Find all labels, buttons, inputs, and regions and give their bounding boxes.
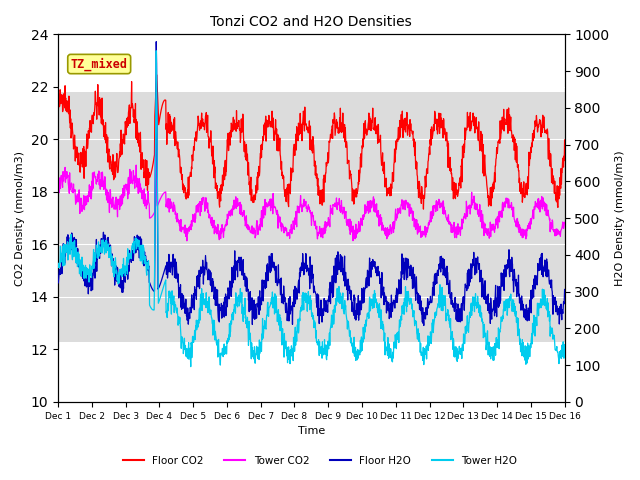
Text: TZ_mixed: TZ_mixed [70, 57, 128, 71]
X-axis label: Time: Time [298, 426, 325, 436]
Title: Tonzi CO2 and H2O Densities: Tonzi CO2 and H2O Densities [211, 15, 412, 29]
Y-axis label: CO2 Density (mmol/m3): CO2 Density (mmol/m3) [15, 151, 25, 286]
Legend: Floor CO2, Tower CO2, Floor H2O, Tower H2O: Floor CO2, Tower CO2, Floor H2O, Tower H… [119, 452, 521, 470]
Bar [58, 92, 564, 342]
Y-axis label: H2O Density (mmol/m3): H2O Density (mmol/m3) [615, 150, 625, 286]
